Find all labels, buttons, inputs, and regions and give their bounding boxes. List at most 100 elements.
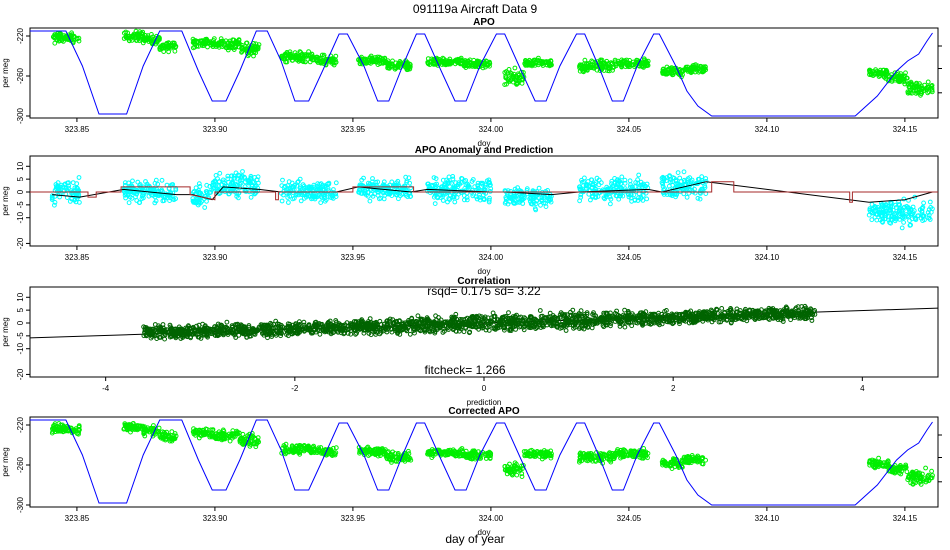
point-0-16-82: [627, 58, 632, 63]
point-0-13-38: [519, 69, 524, 75]
point-1-0-69: [77, 200, 82, 205]
point-1-8-82: [582, 175, 587, 181]
point-1-4-87: [318, 200, 324, 206]
y-axis-label-1: per meg: [1, 186, 10, 215]
point-1-4-126: [315, 181, 321, 187]
point-1-3-103: [248, 173, 254, 179]
point-1-3-88: [225, 173, 231, 179]
point-0-20-48: [894, 74, 900, 80]
point-0-12-71: [487, 61, 493, 66]
point-0-19-48: [884, 69, 890, 75]
point-1-3-112: [226, 179, 232, 185]
point-1-4-102: [325, 186, 331, 191]
point-0-15-86: [593, 63, 599, 69]
point-1-2-39: [207, 190, 212, 196]
point-0-9-67: [370, 58, 376, 64]
point-1-10-153: [899, 225, 905, 231]
point-0-21-49: [909, 86, 915, 91]
point-1-4-1: [279, 198, 285, 204]
point-1-4-115: [318, 193, 324, 199]
point-1-0-6: [52, 200, 58, 205]
point-0-21-53: [928, 83, 934, 89]
point-1-2-25: [202, 205, 208, 210]
point-1-3-91: [231, 175, 237, 181]
point-1-3-99: [217, 179, 222, 185]
point-0-3-41: [173, 43, 179, 49]
point-0-13-34: [502, 82, 508, 87]
point-1-4-94: [281, 192, 286, 198]
y-tick-label-2-5: -20: [16, 368, 25, 380]
point-1-3-107: [252, 184, 258, 189]
point-0-13-45: [512, 65, 518, 71]
point-0-3-33: [168, 45, 174, 51]
point-2-1-154: [570, 307, 576, 313]
point-0-1-43: [125, 35, 131, 41]
point-1-5-103: [375, 192, 381, 198]
point-1-5-116: [389, 179, 395, 185]
point-0-1-49: [132, 35, 138, 41]
point-1-9-31: [675, 170, 681, 176]
point-1-6-88: [445, 199, 450, 205]
point-0-15-80: [603, 64, 608, 70]
point-0-12-70: [475, 59, 481, 64]
point-0-20-46: [902, 73, 908, 79]
point-1-5-134: [356, 190, 362, 195]
point-1-5-123: [405, 194, 411, 200]
point-0-0-71: [58, 36, 64, 42]
point-1-4-141: [326, 180, 332, 186]
point-0-18-56: [686, 68, 692, 74]
point-2-1-432: [506, 310, 511, 316]
point-0-7-80: [299, 51, 305, 57]
point-0-4-17: [211, 36, 217, 41]
point-1-1-126: [151, 187, 157, 193]
point-1-1-76: [152, 180, 158, 186]
point-1-3-110: [236, 195, 241, 201]
point-0-20-47: [892, 70, 898, 76]
point-1-0-68: [74, 181, 80, 187]
point-0-19-42: [876, 71, 882, 77]
point-1-4-117: [311, 194, 317, 200]
point-0-14-66: [529, 63, 535, 69]
point-0-10-55: [392, 64, 398, 70]
x-tick-label-2-4: 4: [860, 384, 865, 393]
point-0-10-62: [384, 59, 390, 65]
point-1-4-135: [291, 190, 296, 196]
point-1-3-115: [213, 173, 219, 178]
point-1-4-97: [329, 195, 335, 201]
point-0-17-55: [669, 70, 675, 75]
point-0-2-24: [149, 32, 154, 37]
point-1-5-112: [392, 183, 397, 189]
point-0-21-62: [925, 90, 931, 96]
point-0-2-34: [143, 33, 148, 38]
point-0-5-57: [219, 44, 225, 49]
point-0-20-49: [895, 77, 901, 82]
y-tick-label-2-2: 0: [16, 320, 25, 325]
point-0-6-44: [249, 50, 255, 56]
point-1-0-63: [53, 182, 59, 187]
point-0-6-36: [244, 40, 250, 46]
point-1-5-130: [406, 175, 412, 181]
x-tick-label-2-0: -4: [102, 384, 110, 393]
point-0-4-46: [210, 44, 216, 49]
y-axis-label-2: per meg: [1, 317, 10, 346]
point-0-11-58: [426, 61, 431, 67]
point-2-1-462: [563, 328, 569, 333]
point-0-14-65: [532, 57, 538, 63]
point-1-3-121: [235, 182, 241, 188]
point-1-6-7: [432, 201, 438, 207]
point-1-2-8: [196, 181, 202, 187]
point-1-3-84: [224, 183, 230, 189]
point-1-3-106: [255, 174, 261, 180]
point-0-19-41: [867, 72, 872, 77]
x-tick-label-1-1: 323.90: [203, 253, 228, 262]
point-0-7-68: [303, 54, 309, 60]
point-0-7-82: [308, 55, 314, 61]
panel-title-0: APO: [473, 17, 495, 28]
point-0-9-71: [362, 56, 367, 62]
point-1-3-15: [217, 170, 223, 176]
point-1-0-54: [76, 175, 82, 180]
point-0-21-50: [908, 90, 913, 96]
point-0-0-63: [58, 31, 64, 37]
point-0-20-42: [899, 73, 905, 79]
point-0-2-23: [149, 39, 154, 45]
